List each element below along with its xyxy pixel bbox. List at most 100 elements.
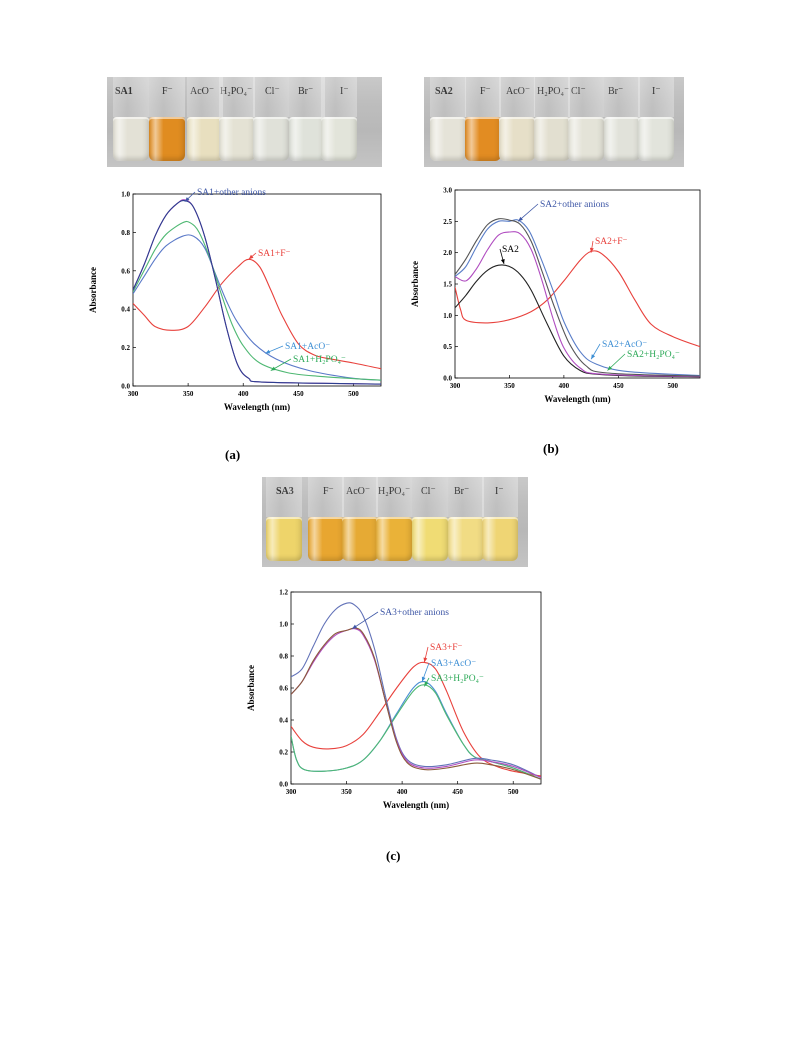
vial [499, 65, 535, 161]
spectrum-line [455, 231, 700, 378]
y-tick-label: 3.0 [443, 187, 452, 195]
vial-photo-sa3: SA3 F⁻ AcO⁻ H₂PO₄⁻ Cl⁻ Br⁻ I⁻ [262, 465, 528, 567]
annotation-arrowhead [352, 624, 358, 629]
vial-label: H₂PO₄⁻ [220, 86, 252, 97]
vial [376, 465, 412, 561]
vial-label: Cl⁻ [571, 86, 586, 97]
y-tick-label: 1.0 [279, 621, 288, 629]
annotation-label: SA1+other anions [197, 188, 266, 198]
x-tick-label: 300 [286, 788, 297, 796]
vial-label: H₂PO₄⁻ [537, 86, 569, 97]
y-tick-label: 1.0 [443, 312, 452, 320]
x-tick-label: 500 [508, 788, 519, 796]
annotation-arrowhead [518, 216, 523, 222]
vial-label: F⁻ [480, 86, 491, 97]
vial-label: SA3 [276, 486, 294, 497]
annotation-arrow-line [351, 611, 379, 630]
annotation-arrowhead [423, 657, 428, 663]
x-tick-label: 350 [183, 390, 194, 398]
annotation-arrowhead [421, 676, 426, 682]
vial-label: H₂PO₄⁻ [378, 486, 410, 497]
vial-label: AcO⁻ [190, 86, 214, 97]
y-axis-label: Absorbance [246, 665, 256, 711]
x-axis-label: Wavelength (nm) [383, 800, 449, 810]
x-tick-label: 450 [613, 382, 624, 390]
vial-label: Br⁻ [298, 86, 313, 97]
annotation-arrowhead [184, 197, 190, 202]
absorbance-chart-sa1: 300 350 400 450 500 0.0 0.2 0.4 0.6 0.8 1.0 Wavelen… [88, 188, 382, 412]
vial-label: Br⁻ [454, 486, 469, 497]
y-tick-label: 0.0 [443, 375, 452, 383]
y-axis-label: Absorbance [410, 261, 420, 307]
vial [482, 465, 518, 561]
spectrum-line [133, 258, 381, 370]
y-tick-label: 0.2 [279, 749, 288, 757]
vial-label: I⁻ [495, 486, 504, 497]
annotation-arrowhead [500, 258, 505, 264]
vial-label: I⁻ [340, 86, 349, 97]
caption-a: (a) [225, 447, 241, 462]
vial [638, 65, 674, 161]
y-tick-label: 2.0 [443, 249, 452, 257]
x-tick-label: 350 [504, 382, 515, 390]
vial-photo-sa1: SA1 F⁻ AcO⁻ H₂PO₄⁻ Cl⁻ Br⁻ I⁻ [107, 65, 382, 167]
y-tick-label: 0.4 [121, 306, 130, 314]
vial [253, 65, 289, 161]
x-tick-label: 500 [348, 390, 359, 398]
annotation-label: SA1+H₂PO₄⁻ [293, 355, 346, 365]
y-tick-label: 2.5 [443, 218, 452, 226]
vial [289, 65, 325, 161]
vial [187, 65, 223, 161]
vial-label: I⁻ [652, 86, 661, 97]
y-tick-label: 1.5 [443, 281, 452, 289]
spectrum-line [455, 219, 700, 377]
spectrum-line [291, 602, 541, 779]
annotation-label: SA3+AcO⁻ [431, 659, 476, 669]
x-tick-label: 300 [128, 390, 139, 398]
y-tick-label: 0.4 [279, 717, 288, 725]
y-axis-label: Absorbance [88, 267, 98, 313]
vial-label: F⁻ [162, 86, 173, 97]
x-axis-label: Wavelength (nm) [544, 394, 610, 404]
y-tick-label: 0.5 [443, 343, 452, 351]
vial [149, 65, 185, 161]
x-tick-label: 450 [452, 788, 463, 796]
annotation-label: SA1+AcO⁻ [285, 342, 330, 352]
annotation-label: SA3+H₂PO₄⁻ [431, 674, 484, 684]
vial-label: SA1 [115, 86, 133, 97]
annotation-label: SA2 [502, 245, 519, 255]
y-tick-label: 0.2 [121, 344, 130, 352]
annotation-arrowhead [589, 247, 594, 253]
spectrum-line [291, 661, 541, 777]
absorbance-chart-sa3: 300 350 400 450 500 0.0 0.2 0.4 0.6 0.8 1.0 1.2 Wave… [246, 589, 542, 810]
vial-label: Cl⁻ [265, 86, 280, 97]
vial [342, 465, 378, 561]
annotation-label: SA2+other anions [540, 200, 609, 210]
vial-label: F⁻ [323, 486, 334, 497]
vial-label: Cl⁻ [421, 486, 436, 497]
vial [219, 65, 255, 161]
spectrum-line [455, 218, 700, 377]
annotation-label: SA2+H₂PO₄⁻ [627, 350, 680, 360]
vial [308, 465, 344, 561]
x-tick-label: 300 [450, 382, 461, 390]
vial-photo-sa2: SA2 F⁻ AcO⁻ H₂PO₄⁻Cl⁻ Br⁻ I⁻ [424, 65, 684, 167]
vial [534, 65, 570, 161]
caption-c: (c) [386, 848, 401, 863]
y-tick-label: 0.0 [279, 781, 288, 789]
spectrum-line [133, 200, 381, 385]
annotation-label: SA3+F⁻ [430, 643, 463, 653]
annotation-arrowhead [607, 365, 613, 371]
vial-label: SA2 [435, 86, 453, 97]
y-tick-label: 1.2 [279, 589, 288, 597]
vial-label: AcO⁻ [346, 486, 370, 497]
x-tick-label: 400 [559, 382, 570, 390]
x-tick-label: 400 [238, 390, 249, 398]
annotation-arrowhead [265, 349, 271, 354]
x-axis-label: Wavelength (nm) [224, 402, 290, 412]
vial [568, 65, 604, 161]
vial-label: Br⁻ [608, 86, 623, 97]
y-tick-label: 0.6 [279, 685, 288, 693]
x-tick-label: 500 [668, 382, 679, 390]
vial [448, 465, 484, 561]
